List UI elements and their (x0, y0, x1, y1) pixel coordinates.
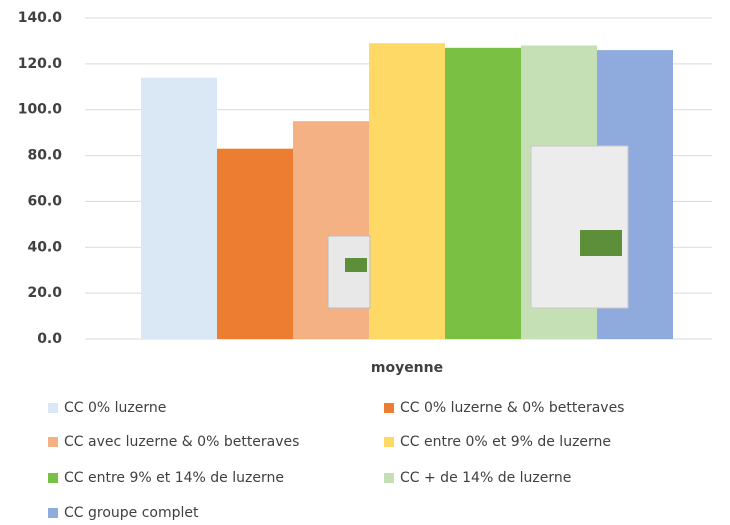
legend-swatch (384, 437, 394, 447)
legend-swatch (48, 508, 58, 518)
bag-image (530, 145, 629, 309)
y-tick-label: 0.0 (37, 331, 62, 347)
y-tick-label: 80.0 (27, 148, 62, 164)
legend-label: CC avec luzerne & 0% betteraves (64, 434, 299, 450)
y-tick-label: 100.0 (18, 102, 63, 118)
bar (217, 148, 293, 339)
x-tick-label: moyenne (371, 360, 443, 376)
legend-label: CC 0% luzerne (64, 400, 166, 416)
product-images (327, 145, 629, 309)
legend-swatch (48, 403, 58, 413)
legend-label: CC entre 9% et 14% de luzerne (64, 470, 284, 486)
y-tick-label: 40.0 (27, 239, 62, 255)
legend-label: CC + de 14% de luzerne (400, 470, 571, 486)
y-tick-label: 140.0 (18, 10, 63, 26)
legend-label: CC entre 0% et 9% de luzerne (400, 434, 611, 450)
legend-swatch (384, 473, 394, 483)
legend-label: CC 0% luzerne & 0% betteraves (400, 400, 624, 416)
bar (445, 47, 521, 340)
y-tick-label: 120.0 (18, 56, 63, 72)
bar (369, 43, 445, 339)
bar (141, 77, 217, 339)
y-tick-label: 60.0 (27, 193, 62, 209)
y-tick-label: 20.0 (27, 285, 62, 301)
legend-swatch (48, 473, 58, 483)
legend-label: CC groupe complet (64, 505, 199, 521)
legend-swatch (48, 437, 58, 447)
legend-swatch (384, 403, 394, 413)
bag-label (580, 230, 622, 256)
bag-label (345, 258, 367, 272)
